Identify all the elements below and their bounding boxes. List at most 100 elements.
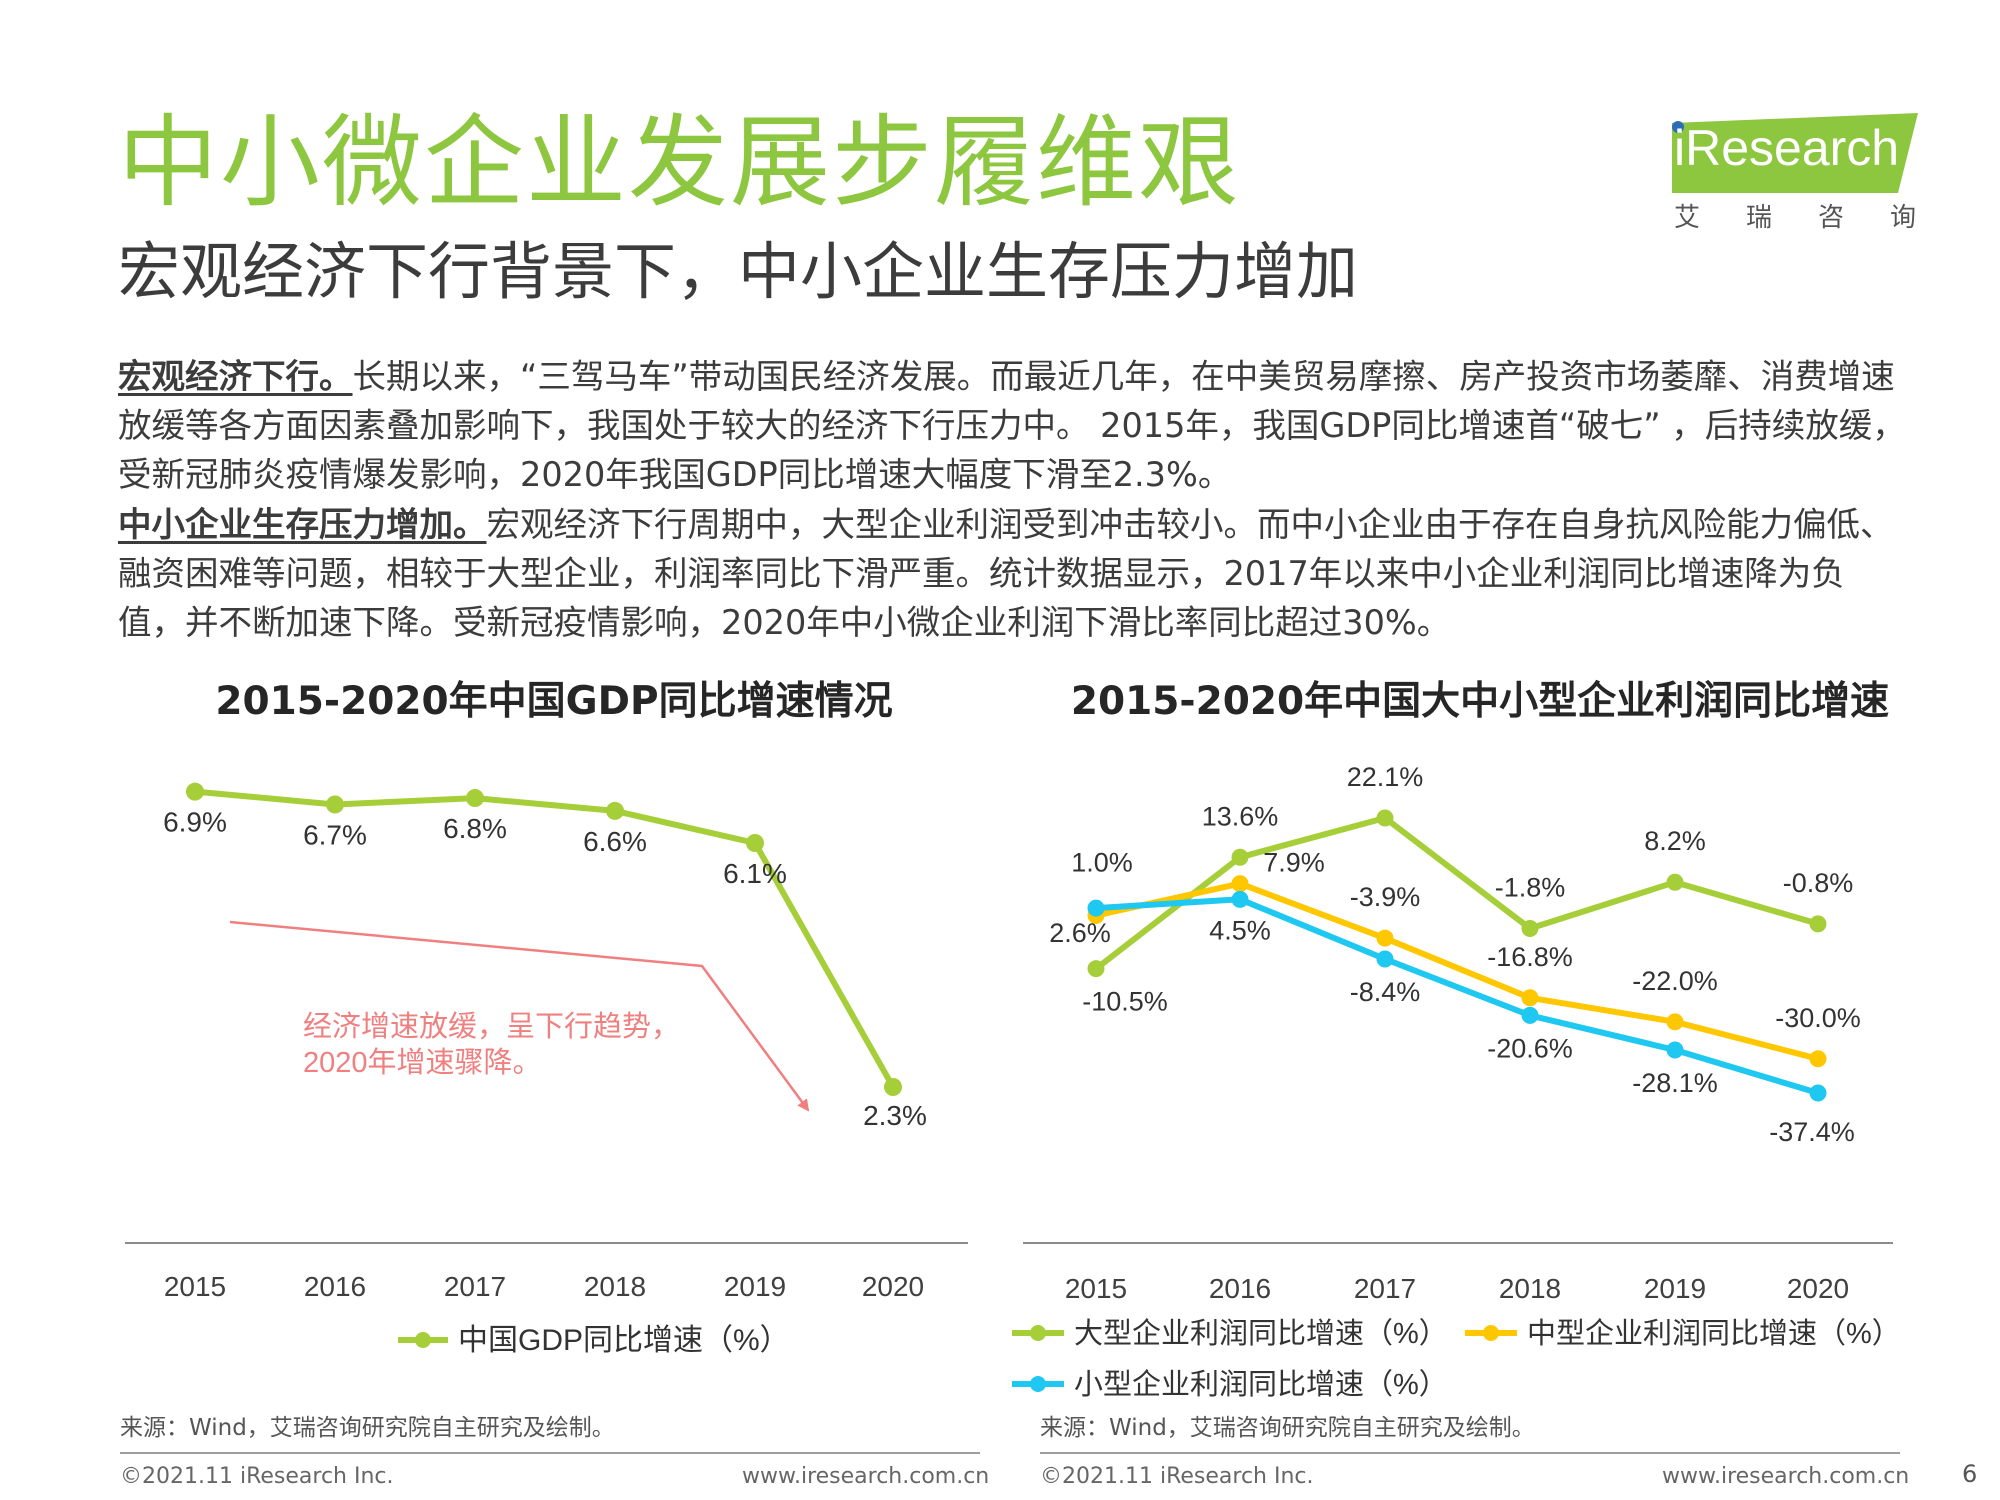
profit-legend-label: 中型企业利润同比增速（%） (1527, 1317, 1901, 1350)
profit-data-point (1666, 1041, 1684, 1059)
profit-data-point (1376, 809, 1394, 827)
profit-data-point (1521, 1006, 1539, 1024)
footer-website-left: www.iresearch.com.cn (742, 1464, 990, 1489)
logo-banner-shape (1672, 113, 1918, 193)
gdp-data-label: 6.6% (583, 826, 647, 857)
logo-wordmark-text: Research (1685, 120, 1900, 176)
iresearch-logo: iResearch 艾瑞咨询 (1660, 105, 1920, 233)
paragraph-lead: 宏观经济下行。 (118, 357, 353, 396)
profit-data-point (1809, 915, 1827, 933)
profit-data-point (1809, 1050, 1827, 1068)
gdp-data-point (466, 789, 484, 808)
profit-data-label: 8.2% (1644, 826, 1706, 856)
profit-data-label: -22.0% (1632, 966, 1718, 996)
gdp-data-label: 6.8% (443, 813, 507, 844)
gdp-x-tick-label: 2016 (304, 1271, 366, 1302)
profit-legend-marker (1483, 1325, 1499, 1341)
profit-series-line (1094, 815, 1819, 972)
gdp-data-point (884, 1078, 902, 1096)
paragraph-text: 宏观经济下行周期中，大型企业利润受到冲击较小。而中小企业由于存在自身抗风险能力偏… (118, 505, 1894, 642)
profit-data-label: -30.0% (1775, 1003, 1861, 1033)
page-subtitle: 宏观经济下行背景下，中小企业生存压力增加 (118, 235, 1359, 308)
profit-data-point (1666, 1013, 1684, 1031)
profit-x-tick-label: 2020 (1787, 1273, 1849, 1304)
profit-series-line (1095, 896, 1819, 1096)
profit-data-label: 1.0% (1071, 848, 1133, 878)
gdp-x-tick-label: 2019 (724, 1271, 786, 1302)
page-number: 6 (1962, 1460, 1978, 1488)
paragraph-text: 长期以来，“三驾马车”带动国民经济发展。而最近几年，在中美贸易摩擦、房产投资市场… (118, 357, 1906, 494)
profit-data-label: -1.8% (1495, 872, 1566, 902)
gdp-chart-title: 2015-2020年中国GDP同比增速情况 (215, 679, 893, 724)
gdp-legend-marker (415, 1332, 431, 1348)
profit-data-point (1087, 960, 1105, 978)
gdp-data-point (326, 795, 344, 814)
page-title: 中小微企业发展步履维艰 (118, 104, 1240, 221)
paragraph-macro-economy: 宏观经济下行。长期以来，“三驾马车”带动国民经济发展。而最近几年，在中美贸易摩擦… (118, 352, 1908, 499)
footer-copyright-right: ©2021.11 iResearch Inc. (1040, 1464, 1314, 1489)
gdp-data-label: 6.7% (303, 819, 367, 850)
profit-data-label: -20.6% (1487, 1033, 1573, 1063)
footer-website-right: www.iresearch.com.cn (1662, 1464, 1910, 1489)
gdp-data-point (606, 801, 624, 820)
profit-x-tick-label: 2019 (1644, 1273, 1706, 1304)
profit-data-point (1666, 873, 1684, 891)
profit-line-chart: 2015 2016 2017 2018 2019 2020 -10.5% 13.6% 22.1%… (1012, 762, 1901, 1401)
gdp-x-tick-label: 2020 (862, 1271, 924, 1302)
profit-data-point (1376, 929, 1394, 947)
profit-data-point (1231, 875, 1249, 893)
gdp-legend-label: 中国GDP同比增速（%） (458, 1324, 790, 1357)
gdp-data-label: 6.1% (723, 858, 787, 889)
profit-data-label: -37.4% (1769, 1117, 1855, 1147)
footer-divider-right (1040, 1452, 1900, 1454)
profit-data-label: -28.1% (1632, 1068, 1718, 1098)
profit-chart-title: 2015-2020年中国大中小型企业利润同比增速 (1070, 679, 1890, 724)
source-note-left: 来源：Wind，艾瑞咨询研究院自主研究及绘制。 (120, 1415, 615, 1441)
profit-data-point (1521, 989, 1539, 1007)
profit-data-label: -3.9% (1350, 882, 1421, 912)
trend-arrow (229, 920, 810, 1112)
trend-annotation-text: 经济增速放缓，呈下行趋势， (303, 1010, 680, 1043)
gdp-x-tick-label: 2015 (164, 1271, 226, 1302)
profit-x-tick-label: 2016 (1209, 1273, 1271, 1304)
profit-data-point (1231, 890, 1249, 908)
trend-annotation-text: 2020年增速骤降。 (303, 1046, 542, 1079)
gdp-x-tick-label: 2017 (444, 1271, 506, 1302)
gdp-series-line (194, 788, 896, 1089)
profit-data-label: 13.6% (1202, 801, 1279, 831)
profit-x-tick-label: 2017 (1354, 1273, 1416, 1304)
profit-data-label: -0.8% (1783, 868, 1854, 898)
profit-data-label: -10.5% (1082, 987, 1168, 1017)
gdp-line-chart: 2015 2016 2017 2018 2019 2020 6.9% 6.7% 6.8% 6.6%… (125, 782, 968, 1357)
logo-cn-text: 艾瑞咨询 (1674, 203, 1963, 233)
paragraph-sme-pressure: 中小企业生存压力增加。宏观经济下行周期中，大型企业利润受到冲击较小。而中小企业由… (118, 500, 1908, 647)
profit-data-label: 4.5% (1209, 915, 1271, 945)
profit-legend-label: 大型企业利润同比增速（%） (1074, 1317, 1448, 1350)
logo-dot-icon (1672, 121, 1684, 133)
profit-data-label: 2.6% (1049, 918, 1111, 948)
profit-x-tick-label: 2018 (1499, 1273, 1561, 1304)
logo-wordmark: iResearch (1674, 120, 1900, 176)
profit-data-label: 7.9% (1263, 848, 1325, 878)
profit-data-point (1809, 1084, 1827, 1102)
profit-data-point (1376, 950, 1394, 968)
footer-copyright-left: ©2021.11 iResearch Inc. (120, 1464, 394, 1489)
gdp-data-label: 2.3% (863, 1100, 927, 1131)
footer-divider-left (120, 1452, 980, 1454)
profit-legend-label: 小型企业利润同比增速（%） (1074, 1368, 1448, 1401)
source-note-right: 来源：Wind，艾瑞咨询研究院自主研究及绘制。 (1040, 1415, 1535, 1441)
paragraph-lead: 中小企业生存压力增加。 (118, 505, 487, 544)
profit-data-point (1087, 899, 1105, 917)
gdp-data-point (186, 782, 204, 801)
gdp-data-point (746, 834, 764, 852)
profit-data-point (1521, 919, 1539, 937)
profit-data-label: 22.1% (1347, 762, 1424, 792)
profit-x-tick-label: 2015 (1065, 1273, 1127, 1304)
profit-series-line (1095, 880, 1819, 1062)
profit-legend-marker (1030, 1376, 1046, 1392)
profit-data-point (1231, 848, 1249, 866)
gdp-data-label: 6.9% (163, 807, 227, 838)
profit-data-label: -16.8% (1487, 942, 1573, 972)
profit-legend-marker (1030, 1325, 1046, 1341)
